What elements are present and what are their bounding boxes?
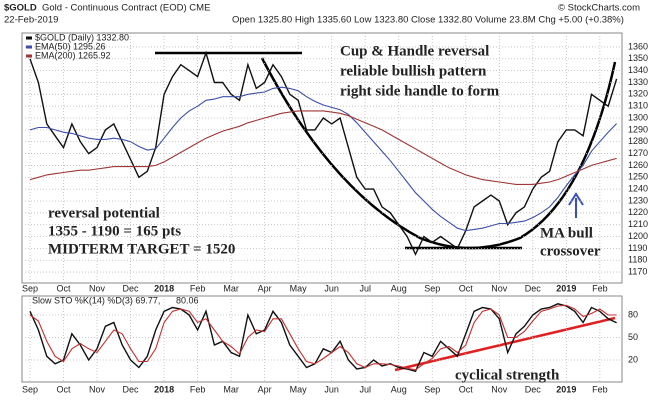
x-tick-label: Apr (258, 283, 272, 293)
series-line (29, 110, 617, 185)
x-tick-label: Dec (525, 283, 542, 293)
x-tick-label: Oct (57, 384, 72, 394)
x-tick-label: 2018 (154, 384, 174, 394)
x-tick-label: Mar (223, 384, 239, 394)
x-tick-label: Dec (525, 384, 542, 394)
y-tick-label: 1200 (628, 231, 648, 241)
x-tick-label: Feb (190, 283, 206, 293)
annotation: MIDTERM TARGET = 1520 (48, 241, 235, 257)
x-tick-label: Jul (359, 283, 371, 293)
y-tick-label: 1320 (628, 89, 648, 99)
y-tick-label: 1250 (628, 172, 648, 182)
x-tick-label: Oct (459, 283, 474, 293)
legend-label: EMA(50) 1295.26 (35, 41, 106, 51)
x-tick-label: Jul (359, 384, 371, 394)
quote: Open 1325.80 High 1335.60 Low 1323.80 Cl… (232, 15, 624, 26)
x-tick-label: Sep (424, 384, 440, 394)
annotation: right side handle to form (340, 83, 500, 99)
series-line (29, 303, 617, 373)
series-line (29, 50, 618, 256)
legend-swatch (26, 54, 32, 58)
annotation: Cup & Handle reversal (340, 43, 489, 59)
legend-label: Slow STO %K(14) %D(3) 69.77, (32, 295, 160, 305)
legend-swatch (26, 45, 32, 49)
x-tick-label: Aug (391, 283, 407, 293)
y-tick-label: 1180 (628, 255, 647, 265)
annotation: 1355 - 1190 = 165 pts (48, 223, 181, 239)
annotation: crossover (540, 243, 601, 259)
symbol: $GOLD (4, 3, 37, 14)
y-tick-label: 80 (628, 309, 638, 319)
x-tick-label: Feb (592, 384, 608, 394)
y-tick-label: 1270 (628, 148, 648, 158)
x-tick-label: Dec (123, 384, 140, 394)
y-tick-label: 1190 (628, 243, 647, 253)
x-tick-label: 2018 (154, 283, 174, 293)
x-tick-label: Jun (324, 384, 339, 394)
y-tick-label: 1340 (628, 65, 648, 75)
y-tick-label: 1260 (628, 160, 648, 170)
y-tick-label: 1330 (628, 77, 648, 87)
x-tick-label: May (290, 384, 308, 394)
x-tick-label: Nov (89, 384, 106, 394)
x-tick-label: Oct (459, 384, 474, 394)
x-tick-label: Mar (223, 283, 239, 293)
x-tick-label: Dec (123, 283, 140, 293)
y-tick-label: 1240 (628, 184, 648, 194)
x-tick-label: Feb (592, 283, 608, 293)
oscillator-panel (21, 295, 623, 383)
annotation: reversal potential (48, 205, 160, 221)
y-tick-label: 1300 (628, 112, 648, 122)
x-tick-label: Nov (491, 384, 508, 394)
x-tick-label: Sep (22, 384, 38, 394)
y-tick-label: 50 (628, 332, 638, 342)
price-panel (21, 32, 623, 284)
legend-label: 80.06 (176, 295, 199, 305)
x-tick-label: Aug (391, 384, 407, 394)
x-tick-label: 2019 (556, 283, 576, 293)
x-tick-label: Nov (491, 283, 508, 293)
series-line (29, 304, 617, 371)
x-tick-label: Feb (190, 384, 206, 394)
source: © StockCharts.com (558, 3, 640, 14)
x-tick-label: Apr (258, 384, 272, 394)
x-tick-label: Sep (424, 283, 440, 293)
x-tick-label: Jun (324, 283, 339, 293)
y-tick-label: 1280 (628, 136, 648, 146)
y-tick-label: 20 (628, 354, 638, 364)
y-tick-label: 1210 (628, 219, 648, 229)
x-tick-label: Sep (22, 283, 38, 293)
x-tick-label: Nov (89, 283, 106, 293)
annotation: cyclical strength (455, 367, 560, 383)
annotation: MA bull (540, 225, 593, 241)
x-tick-label: May (290, 283, 308, 293)
y-tick-label: 1310 (628, 101, 648, 111)
legend-swatch (26, 36, 32, 40)
x-tick-label: Oct (57, 283, 72, 293)
date: 22-Feb-2019 (4, 15, 58, 26)
y-tick-label: 1350 (628, 53, 648, 63)
annotation: reliable bullish pattern (340, 63, 487, 79)
legend-label: EMA(200) 1265.92 (35, 50, 111, 60)
x-tick-label: 2019 (556, 384, 576, 394)
y-tick-label: 1170 (628, 266, 647, 276)
series-line (29, 86, 617, 232)
instrument-name: Gold - Continuous Contract (EOD) CME (42, 3, 210, 14)
y-tick-label: 1220 (628, 207, 648, 217)
legend-label: $GOLD (Daily) 1332.80 (35, 32, 129, 42)
y-tick-label: 1290 (628, 124, 648, 134)
y-tick-label: 1230 (628, 195, 648, 205)
y-tick-label: 1360 (628, 41, 648, 51)
